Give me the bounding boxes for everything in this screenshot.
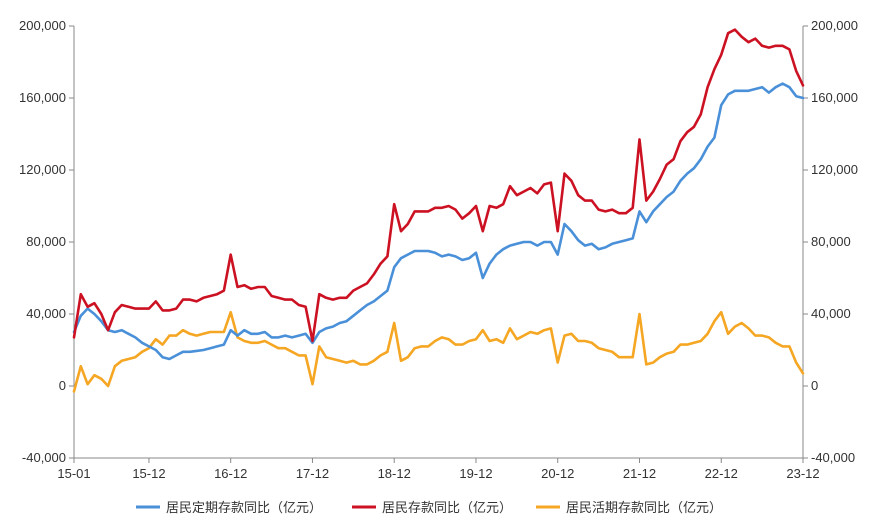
y-tick-label-left: 80,000 <box>26 234 66 249</box>
series-line-0 <box>72 82 805 361</box>
x-tick-label: 21-12 <box>623 466 656 481</box>
legend-label-2: 居民活期存款同比（亿元） <box>566 500 722 515</box>
legend-label-0: 居民定期存款同比（亿元） <box>166 500 322 515</box>
legend: 居民定期存款同比（亿元） 居民存款同比（亿元） 居民活期存款同比（亿元） <box>136 500 722 515</box>
y-tick-label-right: 200,000 <box>811 18 858 33</box>
x-tick-label: 15-01 <box>57 466 90 481</box>
legend-label-1: 居民存款同比（亿元） <box>382 500 512 515</box>
x-tick-label: 20-12 <box>541 466 574 481</box>
x-tick-label: 15-12 <box>132 466 165 481</box>
x-tick-label: 19-12 <box>459 466 492 481</box>
y-tick-label-right: 80,000 <box>811 234 851 249</box>
x-tick-label: 22-12 <box>705 466 738 481</box>
y-tick-label-right: 160,000 <box>811 90 858 105</box>
x-tick-label: 18-12 <box>378 466 411 481</box>
series-line-2 <box>72 310 805 393</box>
x-tick-label: 23-12 <box>786 466 819 481</box>
x-tick-label: 17-12 <box>296 466 329 481</box>
y-tick-label-left: 0 <box>59 378 66 393</box>
y-tick-label-left: 200,000 <box>19 18 66 33</box>
y-tick-label-right: -40,000 <box>811 450 855 465</box>
y-tick-label-right: 120,000 <box>811 162 858 177</box>
y-tick-label-right: 0 <box>811 378 818 393</box>
series-layer <box>72 28 805 393</box>
y-tick-label-left: 120,000 <box>19 162 66 177</box>
x-tick-label: 16-12 <box>214 466 247 481</box>
y-tick-label-left: -40,000 <box>22 450 66 465</box>
y-tick-label-left: 160,000 <box>19 90 66 105</box>
series-line-1 <box>72 28 805 343</box>
y-tick-label-right: 40,000 <box>811 306 851 321</box>
y-tick-label-left: 40,000 <box>26 306 66 321</box>
axes-layer: -40,000 -40,000 0 0 40,000 40,000 80,000 80,000… <box>19 18 858 481</box>
